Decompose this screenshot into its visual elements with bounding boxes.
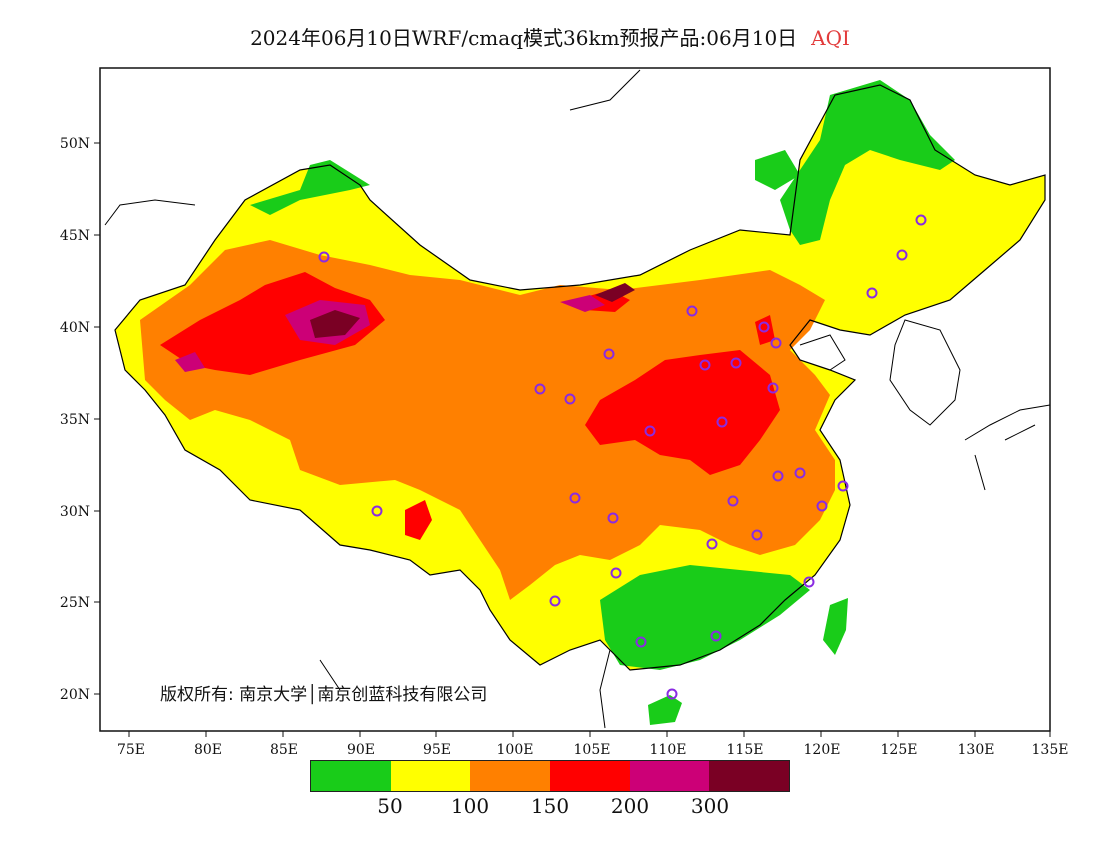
city-marker	[710, 630, 722, 642]
city-marker	[569, 492, 581, 504]
field-very-unhealthy-3	[560, 295, 605, 312]
city-marker	[803, 576, 815, 588]
city-markers	[318, 214, 927, 700]
lon-label: 130E	[958, 742, 995, 758]
lon-label: 120E	[804, 742, 841, 758]
russia-coast	[104, 69, 641, 226]
legend-labels: 50 100 150 200 300	[310, 794, 790, 818]
city-marker	[758, 321, 770, 333]
city-marker	[866, 287, 878, 299]
title-text: 2024年06月10日WRF/cmaq模式36km预报产品:06月10日	[250, 26, 798, 50]
lon-label: 80E	[194, 742, 222, 758]
lon-label: 105E	[574, 742, 611, 758]
china-border	[114, 84, 1046, 671]
lon-label: 110E	[650, 742, 687, 758]
lat-labels: 20N 25N 30N 35N 40N 45N 50N	[60, 136, 90, 703]
korea-coast	[889, 319, 961, 426]
legend-swatch	[629, 761, 710, 791]
legend-label: 150	[530, 794, 570, 818]
bohai-coast	[799, 334, 846, 371]
field-good-taiwan	[823, 598, 848, 655]
aqi-fields	[115, 80, 1045, 725]
field-unhealthy-central	[585, 350, 780, 475]
lon-label: 90E	[347, 742, 375, 758]
copyright-text: 版权所有: 南京大学│南京创蓝科技有限公司	[160, 685, 488, 705]
city-marker	[607, 512, 619, 524]
lat-label: 50N	[60, 136, 90, 152]
city-marker	[751, 529, 763, 541]
lon-axis	[128, 731, 1051, 737]
city-marker	[767, 382, 779, 394]
legend-swatch	[311, 761, 391, 791]
legend-label: 50	[377, 794, 403, 818]
legend-label: 300	[690, 794, 730, 818]
city-marker	[549, 595, 561, 607]
city-marker	[915, 214, 927, 226]
lon-label: 100E	[497, 742, 534, 758]
lon-label: 115E	[727, 742, 764, 758]
field-good-northeast-2	[755, 150, 800, 190]
city-marker	[666, 688, 678, 700]
city-marker	[534, 383, 546, 395]
city-marker	[564, 393, 576, 405]
field-good-northwest	[250, 160, 370, 215]
city-marker	[727, 495, 739, 507]
legend-swatch	[390, 761, 471, 791]
field-unhealthy-beijing	[755, 315, 775, 345]
legend-swatch	[709, 761, 790, 791]
lat-label: 40N	[60, 320, 90, 336]
lat-label: 25N	[60, 595, 90, 611]
legend-label: 200	[610, 794, 650, 818]
field-good-hainan	[648, 695, 682, 725]
lat-label: 35N	[60, 412, 90, 428]
map-title: 2024年06月10日WRF/cmaq模式36km预报产品:06月10日 AQI	[0, 22, 1100, 51]
lat-label: 20N	[60, 687, 90, 703]
japan-coast	[964, 404, 1051, 491]
city-marker	[794, 467, 806, 479]
city-marker	[644, 425, 656, 437]
lon-labels: 75E 80E 85E 90E 95E 100E 105E 110E 115E …	[117, 742, 1069, 758]
city-marker	[686, 305, 698, 317]
lon-label: 125E	[881, 742, 918, 758]
city-marker	[699, 359, 711, 371]
field-unhealthy-west	[160, 272, 385, 375]
vietnam-coast	[319, 649, 611, 729]
field-hazardous	[310, 310, 360, 338]
field-good-northeast	[780, 80, 955, 245]
city-marker	[716, 416, 728, 428]
lat-label: 45N	[60, 228, 90, 244]
city-marker	[837, 480, 849, 492]
lon-label: 75E	[117, 742, 145, 758]
lat-axis	[94, 142, 100, 695]
city-marker	[896, 249, 908, 261]
city-marker	[772, 470, 784, 482]
lon-label: 85E	[270, 742, 298, 758]
city-marker	[706, 538, 718, 550]
legend-label: 100	[450, 794, 490, 818]
city-marker	[635, 636, 647, 648]
field-unhealthy-sw	[405, 500, 432, 540]
lon-label: 135E	[1032, 742, 1069, 758]
legend-swatch	[550, 761, 630, 791]
field-very-unhealthy-2	[175, 352, 205, 372]
city-marker	[603, 348, 615, 360]
city-marker	[730, 357, 742, 369]
city-marker	[371, 505, 383, 517]
title-metric: AQI	[811, 26, 850, 50]
aqi-legend	[310, 760, 790, 792]
lat-label: 30N	[60, 504, 90, 520]
city-marker	[610, 567, 622, 579]
city-marker	[318, 251, 330, 263]
field-hazardous-2	[595, 283, 635, 302]
field-good-south	[600, 565, 810, 670]
city-marker	[816, 500, 828, 512]
legend-swatch	[470, 761, 551, 791]
lon-label: 95E	[423, 742, 451, 758]
city-marker	[770, 337, 782, 349]
